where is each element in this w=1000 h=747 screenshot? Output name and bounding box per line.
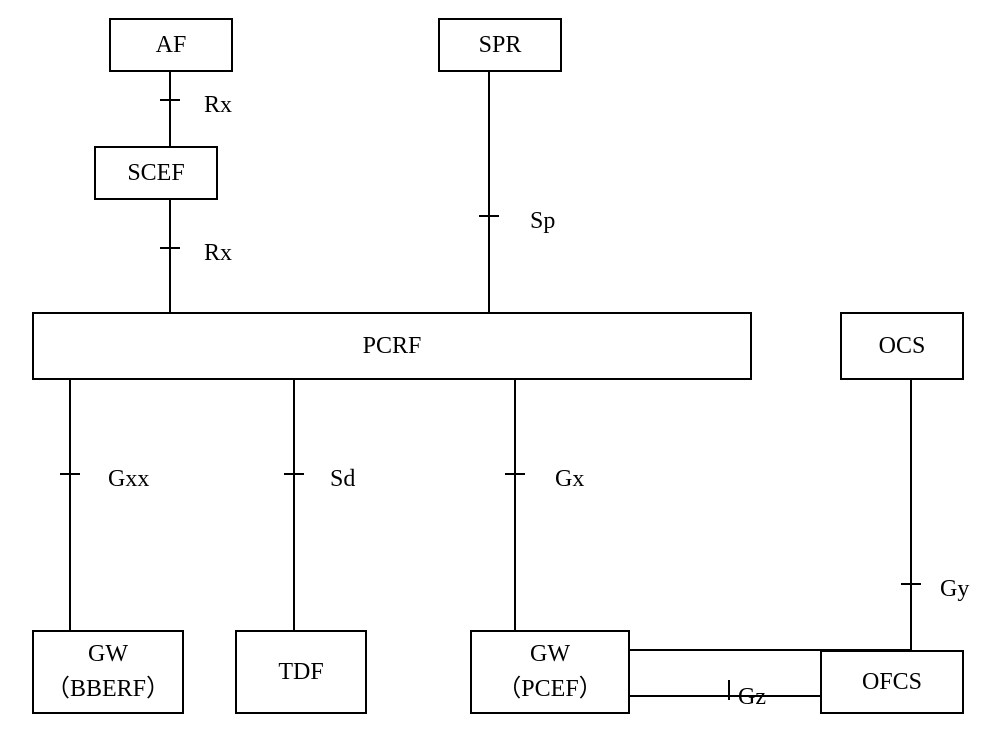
edge-line-rx1 bbox=[169, 72, 171, 146]
tick-rx1 bbox=[160, 99, 180, 101]
node-spr: SPR bbox=[438, 18, 562, 72]
node-scef: SCEF bbox=[94, 146, 218, 200]
edge-label-gy: Gy bbox=[940, 576, 969, 603]
edge-line-gy bbox=[630, 649, 912, 651]
edge-label-gx: Gx bbox=[555, 466, 584, 493]
node-ofcs: OFCS bbox=[820, 650, 964, 714]
edge-label-gxx: Gxx bbox=[108, 466, 149, 493]
tick-gxx bbox=[60, 473, 80, 475]
tick-sd bbox=[284, 473, 304, 475]
tick-gz bbox=[728, 680, 730, 700]
edge-line-gz bbox=[630, 695, 820, 697]
edge-label-sd: Sd bbox=[330, 466, 355, 493]
edge-line-sd bbox=[293, 380, 295, 630]
edge-line-sp bbox=[488, 72, 490, 312]
node-tdf: TDF bbox=[235, 630, 367, 714]
edge-line-gy bbox=[910, 380, 912, 651]
tick-gy bbox=[901, 583, 921, 585]
node-gw-bberf: GW （BBERF） bbox=[32, 630, 184, 714]
edge-label-sp: Sp bbox=[530, 208, 555, 235]
edge-label-rx1: Rx bbox=[204, 92, 232, 119]
tick-gx bbox=[505, 473, 525, 475]
node-pcrf: PCRF bbox=[32, 312, 752, 380]
edge-label-rx2: Rx bbox=[204, 240, 232, 267]
edge-line-gxx bbox=[69, 380, 71, 630]
node-af: AF bbox=[109, 18, 233, 72]
edge-line-gx bbox=[514, 380, 516, 630]
tick-sp bbox=[479, 215, 499, 217]
edge-line-rx2 bbox=[169, 200, 171, 312]
node-ocs: OCS bbox=[840, 312, 964, 380]
node-gw-pcef: GW （PCEF） bbox=[470, 630, 630, 714]
edge-label-gz: Gz bbox=[738, 684, 766, 711]
tick-rx2 bbox=[160, 247, 180, 249]
